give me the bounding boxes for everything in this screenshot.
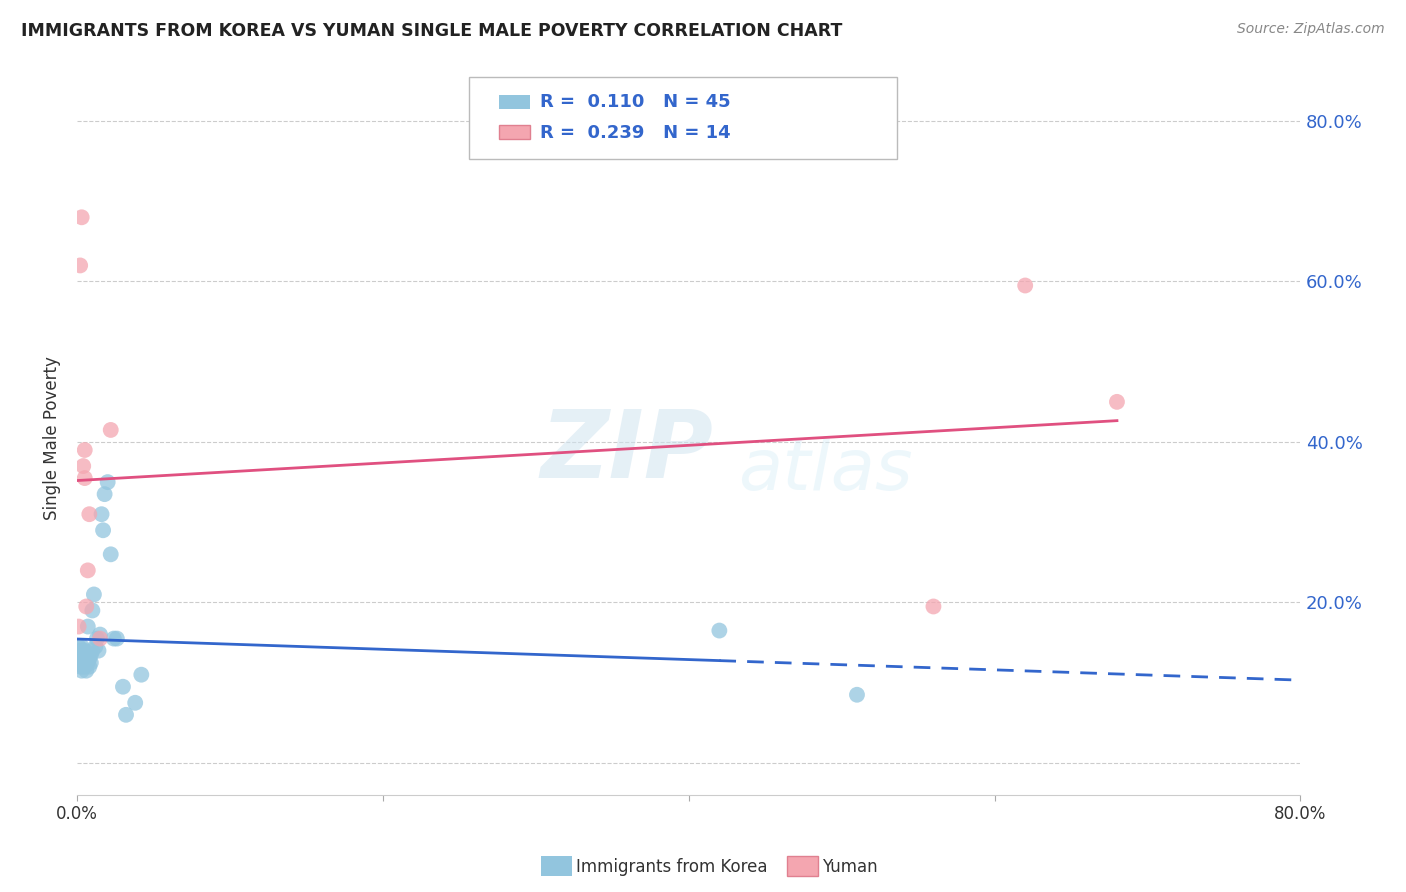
Text: IMMIGRANTS FROM KOREA VS YUMAN SINGLE MALE POVERTY CORRELATION CHART: IMMIGRANTS FROM KOREA VS YUMAN SINGLE MA… [21,22,842,40]
Text: Immigrants from Korea: Immigrants from Korea [576,858,768,876]
Point [75,656,97,670]
Point [70,648,93,662]
Point [91,523,114,537]
Point [70,656,93,670]
Point [1014,278,1036,293]
Point [115,707,138,722]
FancyBboxPatch shape [499,125,530,139]
Point [72,659,94,673]
Point [67,619,90,633]
Point [76,656,98,670]
Point [709,624,731,638]
FancyBboxPatch shape [499,95,530,110]
Point [82,643,104,657]
Point [73,656,96,670]
Point [72,458,94,473]
Point [846,688,869,702]
Point [86,632,108,646]
Point [124,696,146,710]
Point [84,640,107,654]
Point [79,651,101,665]
Point [111,680,134,694]
Point [922,599,945,614]
Text: ZIP: ZIP [540,406,713,499]
Point [97,475,120,489]
Point [1105,395,1128,409]
Point [69,651,91,665]
Point [90,507,112,521]
Point [87,643,110,657]
Point [100,423,122,437]
Point [75,599,97,614]
Text: atlas: atlas [738,435,912,505]
Point [80,648,103,662]
Text: R =  0.239   N = 14: R = 0.239 N = 14 [540,124,730,142]
Point [89,627,111,641]
Point [105,632,128,646]
Point [67,640,90,654]
Point [73,643,96,657]
Point [73,442,96,457]
Point [76,563,98,577]
FancyBboxPatch shape [468,78,897,160]
Point [70,211,93,225]
Point [82,603,104,617]
Y-axis label: Single Male Poverty: Single Male Poverty [44,356,60,520]
Text: Source: ZipAtlas.com: Source: ZipAtlas.com [1237,22,1385,37]
Point [73,659,96,673]
Point [69,659,91,673]
Point [93,487,115,501]
Point [69,643,91,657]
Point [73,471,96,485]
Point [89,632,111,646]
Point [72,643,94,657]
Point [79,507,101,521]
Point [72,651,94,665]
Point [73,648,96,662]
Point [75,648,97,662]
Point [70,640,93,654]
Point [83,587,105,601]
Point [79,659,101,673]
Point [80,656,103,670]
Point [67,651,90,665]
Point [69,259,91,273]
Point [100,547,122,561]
Point [76,619,98,633]
Point [103,632,125,646]
Point [70,664,93,678]
Point [75,664,97,678]
Text: R =  0.110   N = 45: R = 0.110 N = 45 [540,93,730,111]
Point [131,667,153,681]
Text: Yuman: Yuman [823,858,879,876]
